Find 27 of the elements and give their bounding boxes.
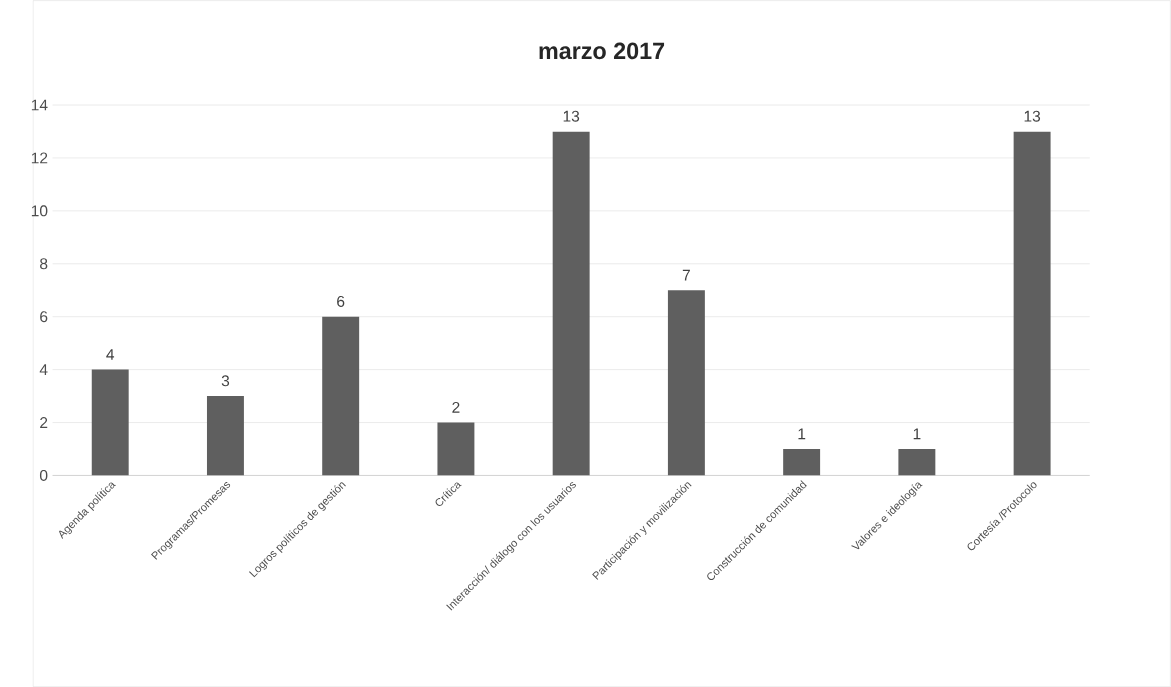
bar: [91, 369, 129, 476]
y-tick-label: 8: [40, 258, 48, 270]
data-label: 1: [798, 428, 806, 440]
y-tick-label: 0: [39, 469, 48, 481]
data-label: 4: [106, 348, 115, 360]
y-tick-label: 10: [31, 205, 48, 217]
chart-title: marzo 2017: [539, 42, 665, 59]
data-label: 1: [913, 428, 921, 440]
bar: [206, 395, 244, 476]
bar: [437, 422, 475, 476]
data-label: 13: [563, 110, 580, 122]
data-label: 2: [452, 401, 460, 413]
data-label: 7: [682, 269, 690, 281]
bar: [552, 131, 590, 476]
y-tick-label: 2: [40, 416, 48, 428]
bar: [322, 316, 360, 476]
y-tick-label: 4: [39, 364, 48, 375]
bar: [1013, 131, 1051, 476]
data-label: 3: [221, 375, 230, 387]
bar: [667, 290, 705, 476]
data-label: 13: [1024, 110, 1041, 122]
y-tick-label: 12: [31, 152, 48, 164]
y-tick-label: 6: [40, 310, 48, 322]
data-label: 6: [337, 295, 345, 307]
y-tick-label: 14: [31, 99, 48, 111]
bar: [898, 448, 936, 476]
bar: [783, 448, 821, 476]
